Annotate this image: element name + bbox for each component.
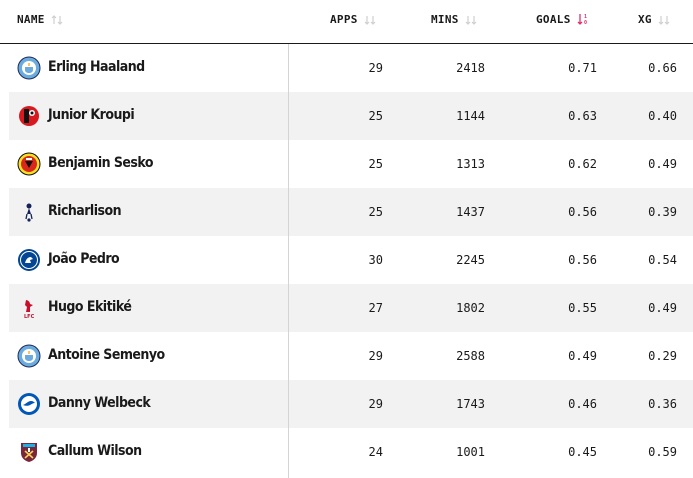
xg-value: 0.40 [648,109,677,123]
column-header-name[interactable]: NAME [17,13,63,26]
table-row[interactable]: Danny Welbeck 29 1743 0.46 0.36 [9,380,693,428]
goals-value: 0.46 [568,397,597,411]
apps-value: 29 [368,349,383,363]
column-header-apps-label: APPS [330,13,358,26]
mins-value: 2245 [456,253,485,267]
goals-value: 0.63 [568,109,597,123]
goals-value: 0.49 [568,349,597,363]
table-row[interactable]: Benjamin Sesko 25 1313 0.62 0.49 [9,140,693,188]
apps-value: 29 [368,397,383,411]
sort-arrows-icon [465,14,477,26]
player-name[interactable]: Antoine Semenyo [48,347,165,363]
column-header-mins[interactable]: MINS [431,13,477,26]
svg-text:1: 1 [584,14,587,20]
mins-value: 1001 [456,445,485,459]
tottenham-crest-icon [17,200,41,224]
goals-value: 0.45 [568,445,597,459]
table-row[interactable]: Erling Haaland 29 2418 0.71 0.66 [9,44,693,92]
player-name[interactable]: Richarlison [48,203,122,219]
sort-arrows-icon [658,14,670,26]
player-name[interactable]: Callum Wilson [48,443,142,459]
sort-arrows-icon [51,14,63,26]
goals-value: 0.56 [568,205,597,219]
manchester-city-crest-icon [17,56,41,80]
table-row[interactable]: Richarlison 25 1437 0.56 0.39 [9,188,693,236]
sort-arrows-icon [364,14,376,26]
xg-value: 0.66 [648,61,677,75]
table-row[interactable]: João Pedro 30 2245 0.56 0.54 [9,236,693,284]
mins-value: 1743 [456,397,485,411]
column-header-xg-label: XG [638,13,652,26]
player-name[interactable]: Junior Kroupi [48,107,135,123]
goals-value: 0.62 [568,157,597,171]
apps-value: 27 [368,301,383,315]
xg-value: 0.49 [648,157,677,171]
bournemouth-crest-icon [17,104,41,128]
mins-value: 1313 [456,157,485,171]
svg-text:LFC: LFC [24,314,35,320]
mins-value: 2588 [456,349,485,363]
apps-value: 25 [368,157,383,171]
table-row[interactable]: Antoine Semenyo 29 2588 0.49 0.29 [9,332,693,380]
goals-value: 0.71 [568,61,597,75]
apps-value: 25 [368,109,383,123]
xg-value: 0.36 [648,397,677,411]
mins-value: 2418 [456,61,485,75]
manchester-city-crest-icon [17,344,41,368]
player-name[interactable]: Danny Welbeck [48,395,151,411]
name-column-divider [288,44,289,478]
xg-value: 0.49 [648,301,677,315]
xg-value: 0.29 [648,349,677,363]
mins-value: 1437 [456,205,485,219]
chelsea-crest-icon [17,248,41,272]
apps-value: 29 [368,61,383,75]
table-row[interactable]: LFC Hugo Ekitiké 27 1802 0.55 0.49 [9,284,693,332]
xg-value: 0.59 [648,445,677,459]
column-header-goals-label: GOALS [536,13,571,26]
column-header-xg[interactable]: XG [638,13,670,26]
xg-value: 0.39 [648,205,677,219]
column-header-name-label: NAME [17,13,45,26]
liverpool-crest-icon: LFC [17,296,41,320]
mins-value: 1144 [456,109,485,123]
table-row[interactable]: Callum Wilson 24 1001 0.45 0.59 [9,428,693,476]
goals-value: 0.55 [568,301,597,315]
xg-value: 0.54 [648,253,677,267]
west-ham-crest-icon [17,440,41,464]
apps-value: 30 [368,253,383,267]
goals-value: 0.56 [568,253,597,267]
column-header-apps[interactable]: APPS [330,13,376,26]
apps-value: 24 [368,445,383,459]
player-name[interactable]: João Pedro [48,251,120,267]
manchester-united-crest-icon [17,152,41,176]
brighton-crest-icon [17,392,41,416]
column-header-mins-label: MINS [431,13,459,26]
apps-value: 25 [368,205,383,219]
player-name[interactable]: Hugo Ekitiké [48,299,132,315]
mins-value: 1802 [456,301,485,315]
player-name[interactable]: Benjamin Sesko [48,155,154,171]
player-name[interactable]: Erling Haaland [48,59,145,75]
svg-text:0: 0 [584,20,587,26]
table-row[interactable]: Junior Kroupi 25 1144 0.63 0.40 [9,92,693,140]
